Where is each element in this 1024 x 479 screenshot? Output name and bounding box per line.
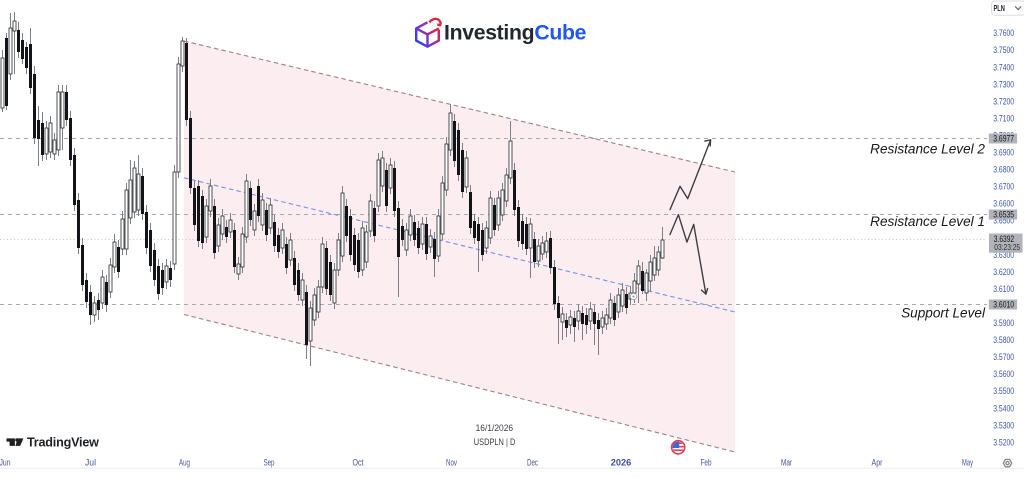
svg-text:3.6977: 3.6977 xyxy=(993,134,1014,144)
svg-text:3.5700: 3.5700 xyxy=(993,352,1014,362)
svg-text:Apr: Apr xyxy=(872,457,883,467)
svg-text:3.7300: 3.7300 xyxy=(993,79,1014,89)
svg-text:Dec: Dec xyxy=(527,457,538,467)
svg-text:Nov: Nov xyxy=(446,457,457,467)
svg-text:3.7600: 3.7600 xyxy=(993,28,1014,38)
svg-text:Jul: Jul xyxy=(85,457,96,467)
svg-text:Sep: Sep xyxy=(264,457,275,467)
svg-text:3.6700: 3.6700 xyxy=(993,182,1014,192)
svg-text:InvestingCube: InvestingCube xyxy=(444,21,587,44)
svg-text:TradingView: TradingView xyxy=(27,435,99,449)
svg-text:3.5800: 3.5800 xyxy=(993,335,1014,345)
svg-text:2026: 2026 xyxy=(611,457,632,467)
svg-text:Jun: Jun xyxy=(0,457,11,467)
svg-text:3.5400: 3.5400 xyxy=(993,403,1014,413)
svg-text:USDPLN | D: USDPLN | D xyxy=(474,437,516,448)
svg-text:Aug: Aug xyxy=(179,457,190,467)
svg-text:3.6010: 3.6010 xyxy=(993,300,1014,310)
svg-text:PLN: PLN xyxy=(994,3,1005,13)
svg-text:Resistance Level 2: Resistance Level 2 xyxy=(870,141,985,156)
svg-text:Oct: Oct xyxy=(353,457,364,467)
svg-text:3.7100: 3.7100 xyxy=(993,113,1014,123)
svg-text:3.6200: 3.6200 xyxy=(993,267,1014,277)
svg-text:3.5900: 3.5900 xyxy=(993,318,1014,328)
svg-text:3.7500: 3.7500 xyxy=(993,45,1014,55)
svg-text:3.7400: 3.7400 xyxy=(993,62,1014,72)
svg-text:3.6100: 3.6100 xyxy=(993,284,1014,294)
svg-text:May: May xyxy=(962,457,973,467)
svg-text:03:23:25: 03:23:25 xyxy=(994,242,1020,252)
svg-text:Feb: Feb xyxy=(701,457,712,467)
svg-text:3.5500: 3.5500 xyxy=(993,386,1014,396)
svg-text:16/1/2026: 16/1/2026 xyxy=(476,423,513,434)
svg-text:3.6900: 3.6900 xyxy=(993,148,1014,158)
svg-text:3.6535: 3.6535 xyxy=(993,210,1014,220)
svg-text:Mar: Mar xyxy=(781,457,792,467)
svg-text:Resistance Level 1: Resistance Level 1 xyxy=(870,214,985,229)
svg-text:3.7200: 3.7200 xyxy=(993,96,1014,106)
svg-text:3.6800: 3.6800 xyxy=(993,165,1014,175)
svg-text:3.5300: 3.5300 xyxy=(993,420,1014,430)
svg-text:Support Level: Support Level xyxy=(901,306,986,321)
svg-text:3.5200: 3.5200 xyxy=(993,437,1014,447)
svg-text:3.5600: 3.5600 xyxy=(993,369,1014,379)
svg-text:3.6600: 3.6600 xyxy=(993,199,1014,209)
